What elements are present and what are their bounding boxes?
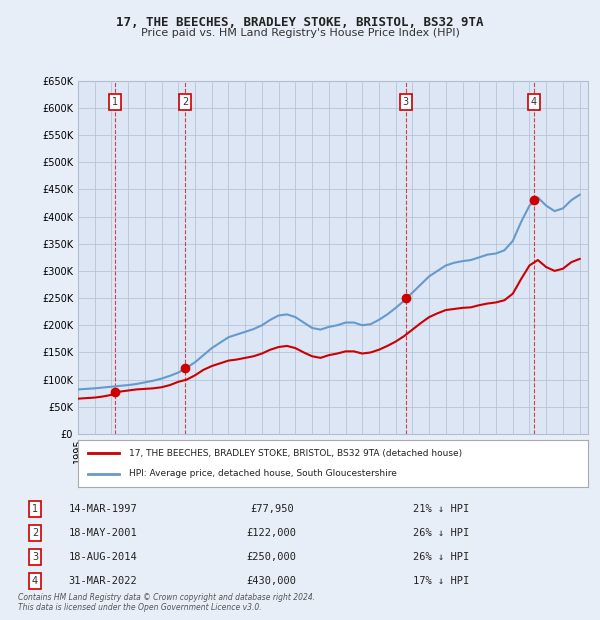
Text: 1: 1: [112, 97, 118, 107]
Text: 26% ↓ HPI: 26% ↓ HPI: [413, 552, 469, 562]
Text: 2: 2: [182, 97, 188, 107]
Text: £122,000: £122,000: [247, 528, 297, 538]
Text: £250,000: £250,000: [247, 552, 297, 562]
Text: 31-MAR-2022: 31-MAR-2022: [68, 576, 137, 586]
Text: 18-MAY-2001: 18-MAY-2001: [68, 528, 137, 538]
Text: 2: 2: [32, 528, 38, 538]
Text: HPI: Average price, detached house, South Gloucestershire: HPI: Average price, detached house, Sout…: [129, 469, 397, 478]
Text: 4: 4: [530, 97, 537, 107]
Text: 4: 4: [32, 576, 38, 586]
Text: 17, THE BEECHES, BRADLEY STOKE, BRISTOL, BS32 9TA: 17, THE BEECHES, BRADLEY STOKE, BRISTOL,…: [116, 16, 484, 29]
Text: £430,000: £430,000: [247, 576, 297, 586]
Text: 26% ↓ HPI: 26% ↓ HPI: [413, 528, 469, 538]
Text: 1: 1: [32, 504, 38, 515]
Text: 3: 3: [403, 97, 409, 107]
Text: 17, THE BEECHES, BRADLEY STOKE, BRISTOL, BS32 9TA (detached house): 17, THE BEECHES, BRADLEY STOKE, BRISTOL,…: [129, 449, 462, 458]
Text: £77,950: £77,950: [250, 504, 293, 515]
Text: 3: 3: [32, 552, 38, 562]
Text: 17% ↓ HPI: 17% ↓ HPI: [413, 576, 469, 586]
Text: 21% ↓ HPI: 21% ↓ HPI: [413, 504, 469, 515]
Text: 14-MAR-1997: 14-MAR-1997: [68, 504, 137, 515]
Text: Price paid vs. HM Land Registry's House Price Index (HPI): Price paid vs. HM Land Registry's House …: [140, 28, 460, 38]
Text: Contains HM Land Registry data © Crown copyright and database right 2024.
This d: Contains HM Land Registry data © Crown c…: [18, 593, 315, 612]
Text: 18-AUG-2014: 18-AUG-2014: [68, 552, 137, 562]
